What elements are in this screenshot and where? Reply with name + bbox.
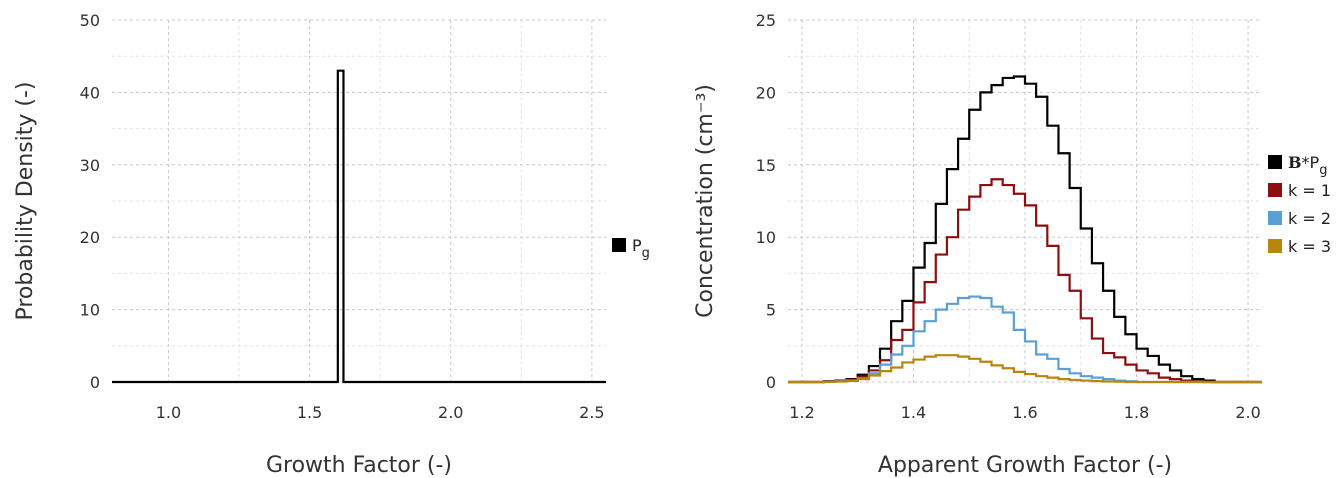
- legend: B*Pg k = 1 k = 2 k = 3: [1268, 153, 1331, 256]
- legend-swatch: [1268, 239, 1282, 253]
- x-tick-label: 1.6: [1012, 403, 1037, 422]
- y-tick-label: 10: [80, 301, 100, 320]
- series-line-1: [788, 178, 1262, 384]
- legend-label: k = 1: [1288, 181, 1331, 200]
- y-tick-label: 0: [766, 373, 776, 392]
- y-tick-label: 25: [756, 11, 776, 30]
- y-axis-title: Probability Density (-): [13, 81, 38, 320]
- x-axis-title: Apparent Growth Factor (-): [878, 453, 1172, 478]
- series-group: [788, 75, 1262, 384]
- legend-label: B*Pg: [1288, 153, 1327, 178]
- legend-label: k = 3: [1288, 237, 1331, 256]
- legend-swatch: [1268, 183, 1282, 197]
- probability-density-chart: 1.0 1.5 2.0 2.5 0 10 20 30 40 50 Growth Factor (-)…: [13, 11, 650, 478]
- series-line-0: [112, 69, 606, 384]
- grid: [112, 19, 606, 383]
- y-tick-label: 20: [756, 83, 776, 102]
- x-tick-label: 2.0: [1235, 403, 1260, 422]
- legend: Pg: [612, 236, 650, 261]
- x-tick-label: 1.5: [297, 403, 322, 422]
- y-tick-label: 15: [756, 156, 776, 175]
- legend-label: k = 2: [1288, 209, 1331, 228]
- y-tick-label: 40: [80, 83, 100, 102]
- legend-swatch: [1268, 155, 1282, 169]
- x-tick-label: 1.2: [789, 403, 814, 422]
- series-line-3: [788, 354, 1262, 384]
- concentration-chart: 1.2 1.4 1.6 1.8 2.0 0 5 10 15 20 25 Apparent Growth…: [693, 11, 1331, 478]
- y-tick-label: 0: [90, 373, 100, 392]
- y-tick-label: 10: [756, 228, 776, 247]
- x-tick-label: 1.0: [156, 403, 181, 422]
- x-tick-label: 1.4: [901, 403, 926, 422]
- legend-label: Pg: [632, 236, 650, 261]
- x-tick-label: 1.8: [1124, 403, 1149, 422]
- y-tick-label: 20: [80, 228, 100, 247]
- x-axis-title: Growth Factor (-): [266, 453, 452, 478]
- y-tick-label: 30: [80, 156, 100, 175]
- series-group: [112, 69, 606, 384]
- x-tick-label: 2.0: [438, 403, 463, 422]
- y-tick-label: 5: [766, 301, 776, 320]
- y-axis-title: Concentration (cm⁻³): [693, 84, 718, 318]
- y-tick-label: 50: [80, 11, 100, 30]
- legend-swatch: [612, 238, 626, 252]
- series-line-0: [788, 75, 1262, 384]
- legend-swatch: [1268, 211, 1282, 225]
- x-tick-label: 2.5: [579, 403, 604, 422]
